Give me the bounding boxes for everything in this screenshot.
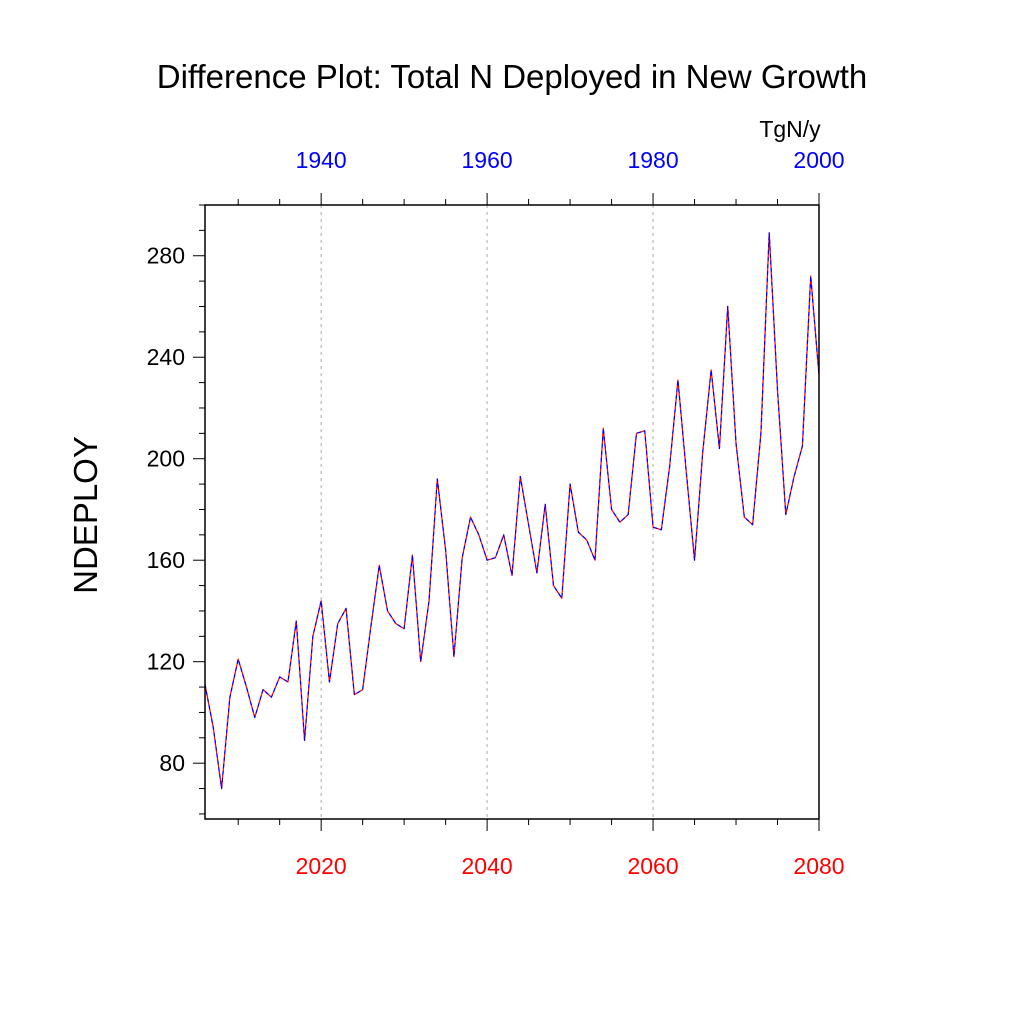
grid-lines (320, 205, 654, 819)
series-line-blue (204, 232, 820, 790)
top-tick-label-2000: 2000 (793, 147, 844, 173)
chart-title: Difference Plot: Total N Deployed in New… (156, 58, 868, 95)
top-tick-label-1960: 1960 (462, 147, 513, 173)
units-label: TgN/y (759, 116, 821, 142)
y-tick-label-120: 120 (147, 649, 185, 675)
bottom-tick-label-2040: 2040 (462, 853, 513, 879)
y-tick-label-80: 80 (159, 750, 185, 776)
y-tick-label-200: 200 (147, 446, 185, 472)
bottom-tick-label-2080: 2080 (793, 853, 844, 879)
top-tick-label-1940: 1940 (296, 147, 347, 173)
bottom-tick-label-2020: 2020 (296, 853, 347, 879)
y-tick-label-280: 280 (147, 243, 185, 269)
top-tick-label-1980: 1980 (627, 147, 678, 173)
y-tick-label-160: 160 (147, 547, 185, 573)
y-tick-label-240: 240 (147, 344, 185, 370)
axes (193, 193, 820, 831)
plot-frame (204, 204, 820, 820)
data-series (204, 232, 820, 790)
bottom-tick-label-2060: 2060 (627, 853, 678, 879)
tick-labels: 80 120 160 200 240 280 1940 1960 1980 2000 2020 204… (147, 147, 845, 879)
y-axis-label: NDEPLOY (67, 436, 104, 594)
